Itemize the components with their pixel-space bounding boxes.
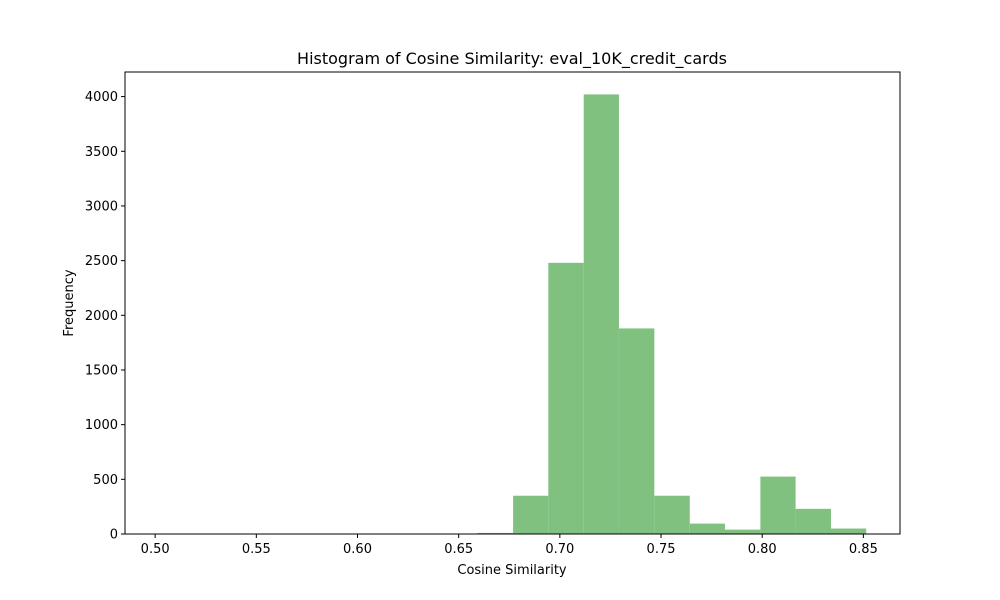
histogram-bar-18 <box>795 508 831 534</box>
y-tick-label-4: 2000 <box>85 309 118 324</box>
y-tick-label-0: 0 <box>110 528 118 543</box>
x-tick-label-2: 0.60 <box>343 542 372 557</box>
x-axis-label: Cosine Similarity <box>457 563 567 578</box>
y-tick-label-7: 3500 <box>85 145 118 160</box>
histogram-bar-16 <box>724 529 761 534</box>
x-tick-label-4: 0.70 <box>545 542 574 557</box>
y-tick-label-2: 1000 <box>85 418 118 433</box>
x-tick-label-7: 0.85 <box>849 542 878 557</box>
histogram-bar-11 <box>548 262 584 534</box>
x-tick-label-3: 0.65 <box>444 542 473 557</box>
histogram-bar-13 <box>618 328 655 534</box>
bars-group <box>159 94 867 534</box>
histogram-bar-9 <box>477 532 514 534</box>
y-tick-label-1: 500 <box>93 473 118 488</box>
y-tick-label-8: 4000 <box>85 90 118 105</box>
y-axis-ticks: 0 500 1000 1500 2000 2500 3000 3500 4000 <box>85 90 125 543</box>
chart-title: Histogram of Cosine Similarity: eval_10K… <box>297 49 727 69</box>
x-tick-label-6: 0.80 <box>748 542 777 557</box>
y-axis-label: Frequency <box>62 269 77 336</box>
x-tick-label-1: 0.55 <box>242 542 271 557</box>
histogram-bar-10 <box>513 495 549 534</box>
y-tick-label-3: 1500 <box>85 363 118 378</box>
plot-frame <box>124 71 901 535</box>
x-axis-ticks: 0.50 0.55 0.60 0.65 0.70 0.75 0.80 0.85 <box>141 534 878 557</box>
x-tick-label-5: 0.75 <box>647 542 676 557</box>
x-tick-label-0: 0.50 <box>141 542 170 557</box>
y-tick-label-5: 2500 <box>85 254 118 269</box>
y-tick-label-6: 3000 <box>85 199 118 214</box>
histogram-bar-12 <box>583 94 619 534</box>
histogram-bar-14 <box>654 495 690 534</box>
histogram-bar-17 <box>760 476 796 534</box>
histogram-bar-19 <box>830 528 867 534</box>
histogram-bar-15 <box>689 523 725 534</box>
